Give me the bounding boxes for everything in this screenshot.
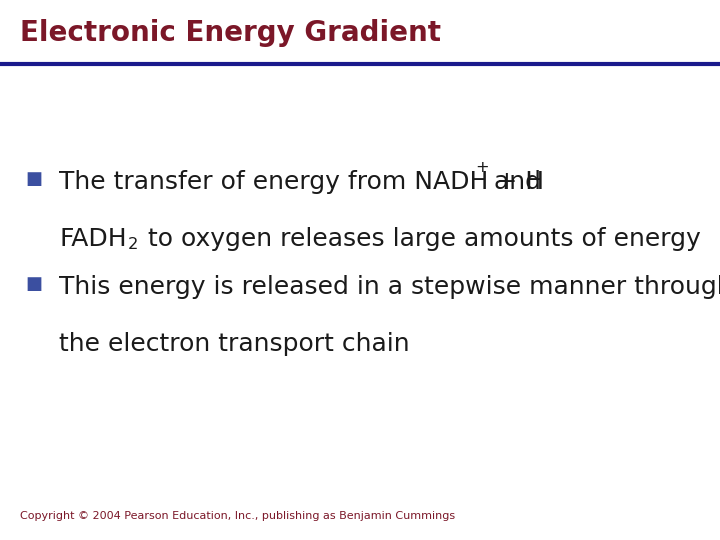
Text: +: +	[475, 160, 489, 176]
Text: the electron transport chain: the electron transport chain	[59, 332, 410, 356]
Text: This energy is released in a stepwise manner through: This energy is released in a stepwise ma…	[59, 275, 720, 299]
Text: to oxygen releases large amounts of energy: to oxygen releases large amounts of ener…	[140, 227, 701, 251]
Text: and: and	[486, 170, 541, 194]
Text: Electronic Energy Gradient: Electronic Energy Gradient	[20, 19, 441, 47]
Text: 2: 2	[128, 237, 138, 252]
Text: ■: ■	[25, 275, 42, 293]
Text: FADH: FADH	[59, 227, 127, 251]
Text: Copyright © 2004 Pearson Education, Inc., publishing as Benjamin Cummings: Copyright © 2004 Pearson Education, Inc.…	[20, 511, 455, 521]
Text: The transfer of energy from NADH + H: The transfer of energy from NADH + H	[59, 170, 544, 194]
Text: ■: ■	[25, 170, 42, 188]
